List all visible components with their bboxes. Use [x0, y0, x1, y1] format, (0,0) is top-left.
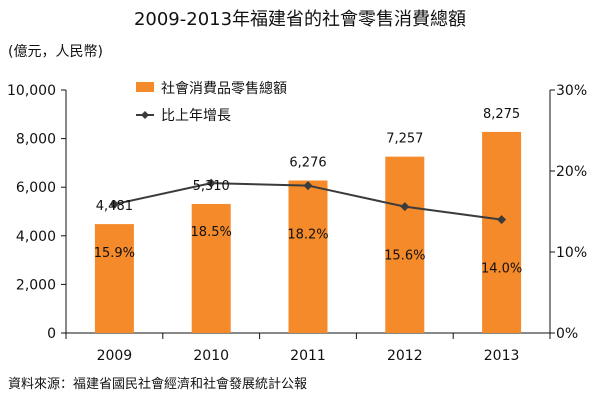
bar-value-label: 4,481	[96, 199, 133, 214]
legend-bar-swatch	[136, 82, 154, 92]
growth-point	[303, 181, 313, 191]
x-axis-category-label: 2009	[97, 348, 133, 364]
chart-title: 2009-2013年福建省的社會零售消費總額	[134, 9, 466, 30]
growth-rate-label: 18.5%	[191, 225, 232, 240]
growth-point	[206, 178, 216, 188]
growth-point	[400, 202, 410, 212]
bar-mark	[94, 224, 134, 333]
bar-mark	[191, 203, 231, 333]
right-axis-tick-label: 20%	[556, 164, 587, 180]
left-axis-tick-label: 8,000	[16, 132, 56, 148]
bar-mark	[385, 156, 425, 333]
x-axis-category-label: 2011	[290, 348, 326, 364]
labels-layer: 4,481 5,310 6,276 7,257 8,275 15.9% 18.5% 18.2%…	[94, 107, 523, 277]
x-axis-category-label: 2012	[387, 348, 423, 364]
y-axis-unit-label: (億元，人民幣)	[8, 44, 103, 60]
right-axis-tick-label: 30%	[556, 83, 587, 99]
bar-value-label: 6,276	[289, 155, 326, 170]
growth-point	[497, 215, 507, 225]
left-axis-tick-label: 0	[47, 326, 56, 342]
bar-mark	[482, 131, 522, 333]
growth-rate-label: 18.2%	[287, 228, 328, 243]
growth-rate-label: 15.9%	[94, 246, 135, 261]
bar-mark	[288, 180, 328, 333]
source-note: 資料來源：福建省國民社會經濟和社會發展統計公報	[8, 376, 307, 392]
legend-line-marker	[141, 111, 149, 119]
bar-value-label: 7,257	[386, 132, 423, 147]
legend-line-label: 比上年增長	[161, 108, 231, 124]
right-axis-tick-label: 0%	[556, 326, 578, 342]
left-axis-tick-label: 10,000	[7, 83, 56, 99]
x-axis-category-label: 2013	[484, 348, 520, 364]
growth-rate-label: 15.6%	[384, 249, 425, 264]
growth-point	[109, 199, 119, 209]
bars-layer	[94, 131, 522, 333]
axes-layer: 0 2,000 4,000 6,000 8,000 10,000 0% 10% 20% 30% 20…	[7, 83, 587, 364]
left-axis-tick-label: 6,000	[16, 180, 56, 196]
growth-rate-label: 14.0%	[481, 262, 522, 277]
bar-value-label: 5,310	[193, 179, 230, 194]
right-axis-tick-label: 10%	[556, 245, 587, 261]
line-layer	[109, 178, 507, 225]
left-axis-tick-label: 4,000	[16, 229, 56, 245]
bar-value-label: 8,275	[483, 107, 520, 122]
left-axis-tick-label: 2,000	[16, 277, 56, 293]
legend-bar-label: 社會消費品零售總額	[161, 80, 287, 97]
x-axis-category-label: 2010	[193, 348, 229, 364]
